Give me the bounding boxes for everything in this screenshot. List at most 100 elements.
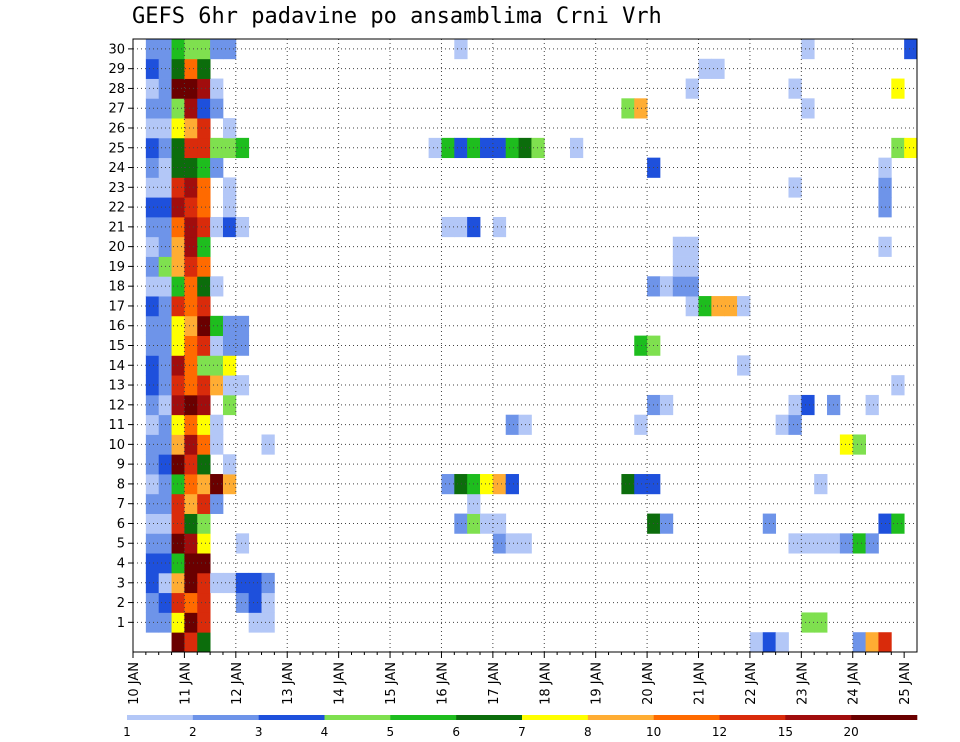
heatmap-cell [184, 216, 198, 238]
heatmap-cell [171, 197, 185, 218]
colorbar-label: 20 [844, 725, 859, 739]
heatmap-cell [210, 434, 224, 455]
heatmap-cell [441, 137, 455, 159]
heatmap-cell [197, 375, 211, 396]
x-tick-label: 16 JAN [435, 662, 450, 705]
heatmap-cell [492, 513, 507, 534]
heatmap-cell [235, 533, 250, 554]
heatmap-cell [210, 474, 224, 495]
heatmap-cell [788, 414, 802, 435]
y-tick-label: 21 [108, 220, 125, 235]
heatmap-cell [197, 394, 211, 416]
heatmap-cell [210, 493, 224, 514]
heatmap-cell [197, 216, 211, 238]
heatmap-cell [171, 296, 185, 317]
y-tick-label: 13 [108, 379, 125, 394]
heatmap-cell [184, 553, 198, 574]
heatmap-cell [184, 533, 198, 554]
heatmap-cell [171, 434, 185, 455]
heatmap-cell [801, 394, 815, 416]
colorbar-swatch [785, 715, 852, 720]
heatmap-cell [171, 375, 185, 396]
heatmap-cell [171, 276, 185, 297]
heatmap-cell [171, 78, 185, 99]
y-tick-label: 24 [108, 161, 125, 176]
heatmap-cell [171, 39, 185, 60]
heatmap-cell [171, 513, 185, 534]
heatmap-cell [634, 474, 648, 495]
heatmap-cell [492, 533, 507, 554]
heatmap-cell [197, 276, 211, 297]
y-tick-label: 18 [108, 280, 125, 295]
heatmap-cell [197, 572, 211, 594]
heatmap-cell [197, 58, 211, 79]
y-tick-label: 6 [117, 517, 125, 532]
heatmap-cell [197, 197, 211, 218]
heatmap-cell [145, 276, 160, 297]
heatmap-cell [621, 474, 635, 495]
heatmap-cell [197, 137, 211, 159]
y-tick-label: 11 [108, 418, 125, 433]
heatmap-cell [145, 533, 160, 554]
heatmap-cell [685, 276, 699, 297]
y-tick-label: 19 [108, 260, 125, 275]
y-tick-label: 17 [108, 299, 125, 314]
x-tick-label: 10 JAN [127, 662, 142, 705]
heatmap-cell [210, 315, 224, 337]
heatmap-cell [184, 78, 198, 99]
heatmap-cell [197, 533, 211, 554]
heatmap-cell [184, 474, 198, 495]
heatmap-cell [801, 98, 815, 119]
heatmap-cell [505, 414, 519, 435]
colorbar-swatch [192, 715, 259, 720]
heatmap-cell [261, 612, 275, 633]
heatmap-cell [505, 533, 519, 554]
heatmap-cell [210, 355, 224, 376]
heatmap-cell [145, 414, 160, 435]
colorbar-swatch [324, 715, 391, 720]
heatmap-cell [235, 375, 250, 396]
x-tick-label: 17 JAN [487, 662, 502, 705]
heatmap-cell [261, 434, 275, 455]
heatmap-cell [184, 39, 198, 60]
heatmap-cell [145, 157, 160, 178]
colorbar-label: 2 [189, 725, 197, 739]
heatmap-cell [184, 236, 198, 257]
heatmap-cell [171, 236, 185, 257]
heatmap-cell [184, 98, 198, 119]
colorbar-swatch [653, 715, 720, 720]
heatmap-cell [184, 157, 198, 178]
heatmap-cell [531, 137, 545, 159]
colorbar-label: 8 [584, 725, 592, 739]
heatmap-cell [145, 592, 160, 613]
heatmap-cell [145, 256, 160, 277]
heatmap-cell [235, 572, 250, 594]
colorbar-label: 3 [255, 725, 263, 739]
x-tick-label: 23 JAN [795, 662, 810, 705]
heatmap-cell [839, 533, 854, 554]
colorbar-label: 1 [123, 725, 131, 739]
heatmap-cell [197, 335, 211, 356]
y-tick-label: 30 [108, 42, 125, 57]
heatmap-cell [171, 315, 185, 337]
y-tick-label: 22 [108, 201, 125, 216]
heatmap-cell [261, 572, 275, 594]
heatmap-cell [441, 474, 455, 495]
colorbar-swatch [522, 715, 589, 720]
x-tick-label: 11 JAN [178, 662, 193, 705]
heatmap-cell [145, 572, 160, 594]
heatmap-cell [197, 256, 211, 277]
heatmap-cell [210, 157, 224, 178]
heatmap-cell [210, 375, 224, 396]
chart-title: GEFS 6hr padavine po ansamblima Crni Vrh [132, 4, 662, 29]
colorbar-swatch [456, 715, 523, 720]
colorbar-label: 7 [518, 725, 526, 739]
heatmap-cell [184, 434, 198, 455]
heatmap-cell [145, 454, 160, 475]
heatmap-cell [171, 572, 185, 594]
heatmap-cell [569, 137, 584, 159]
heatmap-cell [145, 236, 160, 257]
heatmap-cell [197, 434, 211, 455]
heatmap-cell [724, 296, 738, 317]
heatmap-cell [248, 592, 262, 613]
